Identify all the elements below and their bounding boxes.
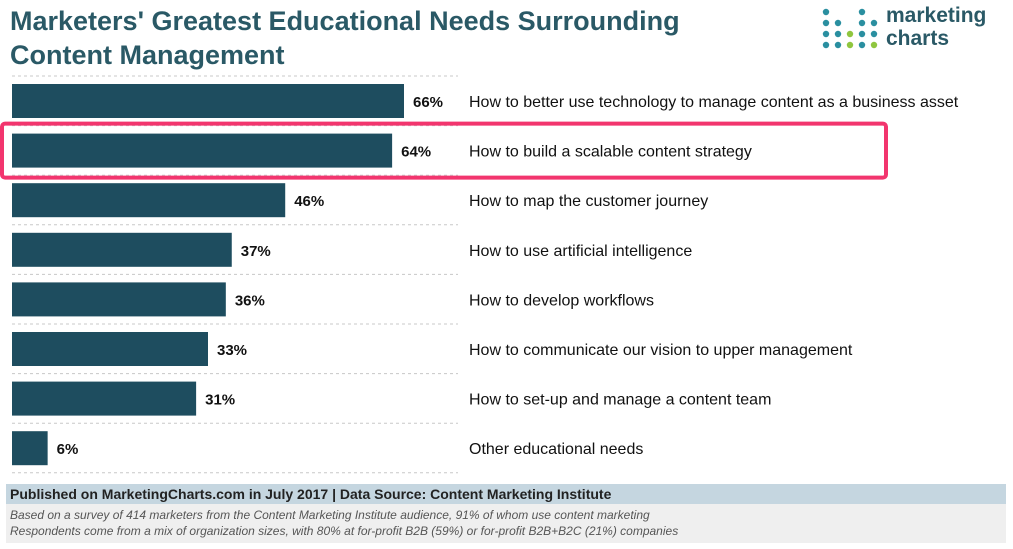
value-label: 64% bbox=[401, 144, 431, 161]
bar bbox=[12, 84, 404, 118]
category-label: How to use artificial intelligence bbox=[469, 243, 692, 260]
footer-source: Published on MarketingCharts.com in July… bbox=[6, 484, 1006, 504]
bar bbox=[12, 381, 197, 416]
category-label: Other educational needs bbox=[469, 441, 643, 458]
category-label: How to build a scalable content strategy bbox=[469, 144, 752, 161]
category-label: How to develop workflows bbox=[469, 292, 654, 309]
category-label: How to better use technology to manage c… bbox=[469, 94, 959, 111]
footer-note-1: Based on a survey of 414 marketers from … bbox=[10, 508, 650, 522]
category-label: How to map the customer journey bbox=[469, 193, 708, 210]
value-label: 33% bbox=[217, 342, 247, 359]
footer-notes: Based on a survey of 414 marketers from … bbox=[6, 504, 1006, 543]
marketingcharts-logo: marketing charts bbox=[820, 4, 1010, 54]
category-label: How to communicate our vision to upper m… bbox=[469, 342, 853, 359]
value-label: 46% bbox=[294, 193, 324, 210]
chart-title: Marketers' Greatest Educational Needs Su… bbox=[10, 6, 680, 70]
highlight-box bbox=[0, 121, 888, 180]
bar-chart: 66% How to better use technology to manag… bbox=[0, 75, 959, 474]
value-label: 66% bbox=[413, 94, 443, 111]
logo-text-line2: charts bbox=[886, 27, 950, 50]
bar bbox=[12, 282, 226, 317]
chart-footer: Published on MarketingCharts.com in July… bbox=[6, 484, 1006, 543]
bar bbox=[12, 183, 286, 218]
value-label: 37% bbox=[241, 243, 271, 260]
footer-note-2: Respondents come from a mix of organizat… bbox=[10, 524, 679, 538]
logo-text-line1: marketing bbox=[886, 4, 987, 27]
value-label: 31% bbox=[205, 392, 235, 409]
category-label: How to set-up and manage a content team bbox=[469, 392, 771, 409]
bar bbox=[12, 133, 393, 168]
value-label: 36% bbox=[235, 292, 265, 309]
logo-dots-icon bbox=[822, 8, 878, 49]
bar bbox=[12, 232, 232, 267]
bar bbox=[12, 332, 208, 366]
value-label: 6% bbox=[57, 441, 79, 458]
bar bbox=[12, 431, 48, 466]
